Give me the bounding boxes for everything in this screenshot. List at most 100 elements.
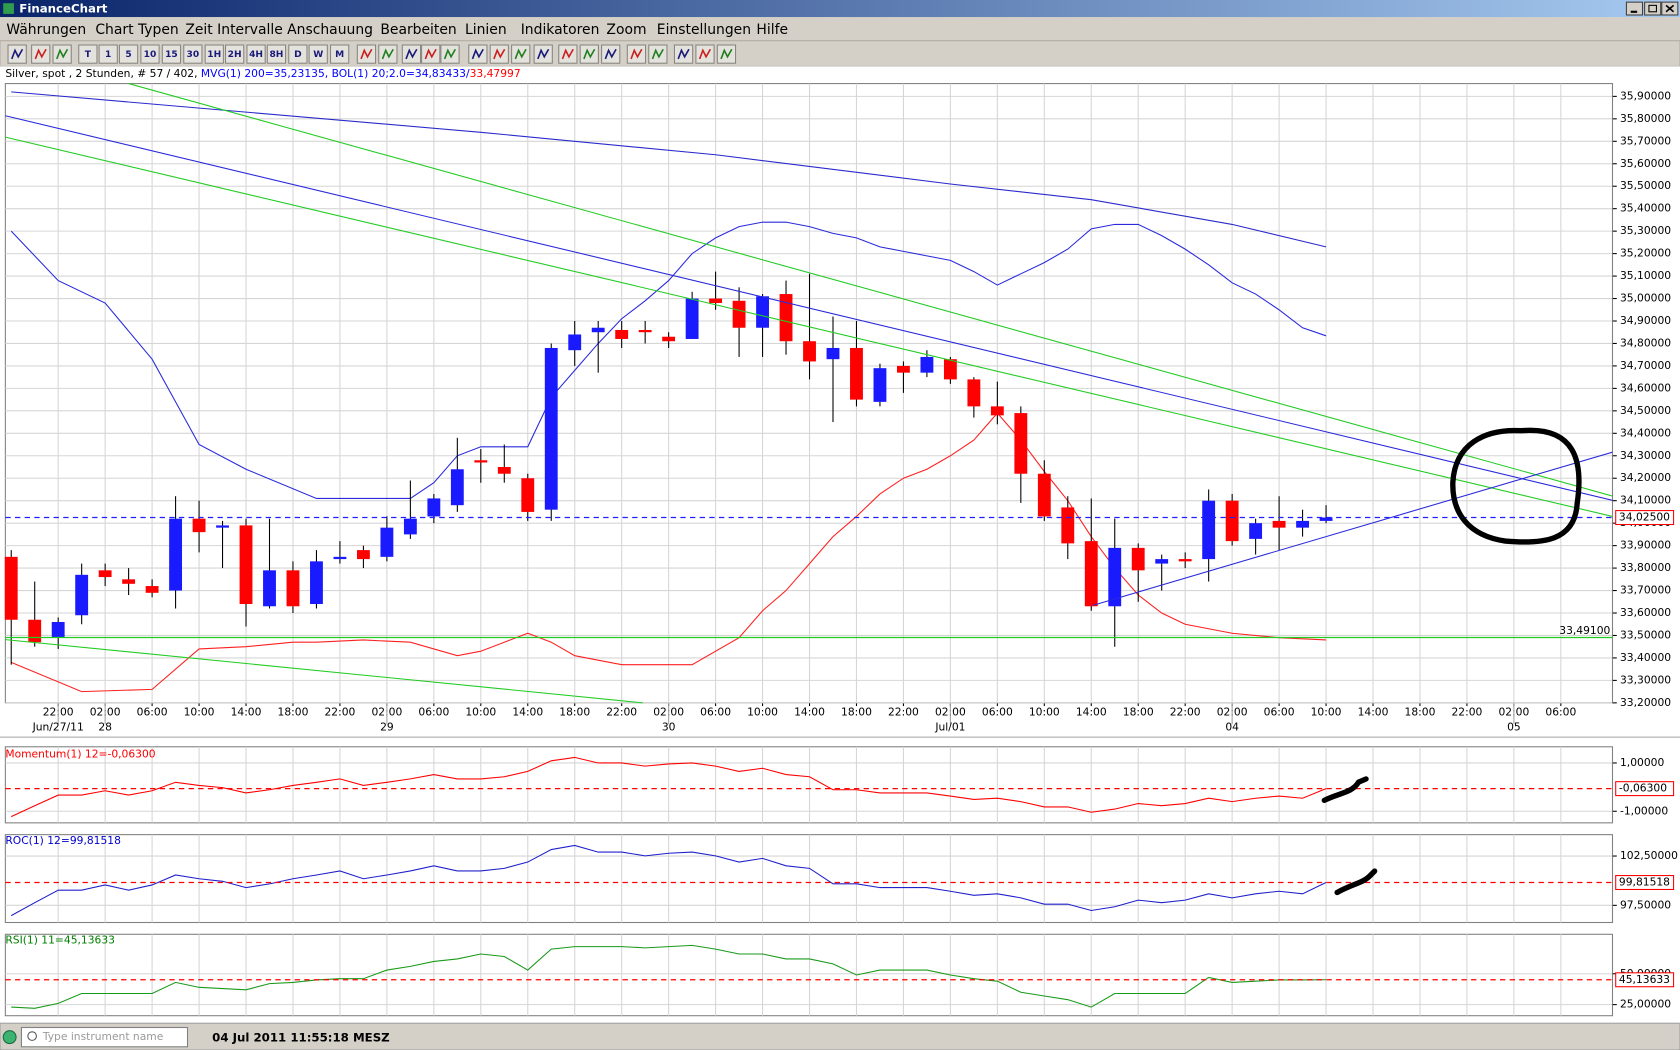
timeframe-button[interactable]: W xyxy=(313,50,323,60)
candle-body xyxy=(51,621,65,638)
candle-body xyxy=(1155,559,1169,564)
current-value-box xyxy=(1615,781,1675,797)
menu-item[interactable]: Hilfe xyxy=(756,22,788,38)
candle-body xyxy=(403,518,417,535)
toolbar-icon xyxy=(720,48,733,60)
timeframe-button[interactable]: 10 xyxy=(144,50,157,60)
status-datetime: 04 Jul 2011 11:55:18 MESZ xyxy=(212,1031,390,1045)
menu-item[interactable]: Einstellungen xyxy=(657,22,751,38)
timeframe-button[interactable]: 15 xyxy=(165,50,178,60)
toolbar-button[interactable] xyxy=(225,44,245,64)
timeframe-button[interactable]: 1 xyxy=(105,50,111,60)
timeframe-button[interactable]: 2H xyxy=(228,50,242,60)
search-icon xyxy=(27,1031,37,1041)
toolbar-button[interactable] xyxy=(78,44,98,64)
header-part: ROC(1) 12=99,81518 xyxy=(5,834,121,847)
toolbar-icon xyxy=(677,48,690,60)
candle-body xyxy=(662,336,676,342)
menu-item[interactable]: Indikatoren xyxy=(521,22,600,38)
toolbar-button[interactable] xyxy=(288,44,308,64)
toolbar-button[interactable] xyxy=(308,44,328,64)
candle-body xyxy=(192,518,206,533)
toolbar-button[interactable] xyxy=(161,44,182,64)
candle-body xyxy=(1061,507,1075,544)
toolbar-button[interactable] xyxy=(329,44,350,64)
toolbar-button[interactable] xyxy=(140,44,160,64)
toolbar-icon xyxy=(56,48,69,60)
candle-body xyxy=(638,329,652,333)
trend-line xyxy=(5,639,643,704)
y-tick-label: 35,40000 xyxy=(1620,202,1671,215)
toolbar-button[interactable] xyxy=(266,44,287,64)
menu-item[interactable]: Anschauung xyxy=(287,22,373,38)
current-value-label: 34,02500 xyxy=(1619,511,1670,524)
toolbar-button[interactable] xyxy=(204,44,224,64)
current-value-label: 99,81518 xyxy=(1619,876,1670,889)
y-tick-label: 33,60000 xyxy=(1620,606,1671,619)
toolbar-button[interactable] xyxy=(246,44,266,64)
menu-item[interactable]: Währungen xyxy=(6,22,86,38)
y-tick-label: 34,90000 xyxy=(1620,314,1671,327)
timeframe-button[interactable]: 4H xyxy=(249,50,263,60)
trend-line xyxy=(1092,451,1613,606)
menu-item[interactable]: Zeit Intervalle xyxy=(185,22,282,38)
timeframe-button[interactable]: 8H xyxy=(269,50,283,60)
candle-body xyxy=(803,341,816,362)
timeframe-button[interactable]: 5 xyxy=(125,50,131,60)
minimize-button[interactable] xyxy=(1625,1,1644,16)
app-icon xyxy=(3,3,14,14)
candle-body xyxy=(497,467,511,474)
current-value-box xyxy=(1615,510,1675,526)
timeframe-button[interactable]: 30 xyxy=(187,50,200,60)
menu-item[interactable]: Bearbeiten xyxy=(380,22,456,38)
candle-body xyxy=(568,334,582,351)
candle-body xyxy=(1178,559,1192,562)
close-glyph xyxy=(1665,4,1675,13)
menu-item[interactable]: Linien xyxy=(465,22,507,38)
timeframe-button[interactable]: D xyxy=(294,50,302,60)
timeframe-button[interactable]: T xyxy=(85,50,92,60)
toolbar-button[interactable] xyxy=(183,44,203,64)
restore-button[interactable] xyxy=(1644,1,1662,16)
candle-body xyxy=(591,327,605,333)
plots: 22:00 02:00 06:00 10:00 14:00 18:00 22:00 02:00… xyxy=(4,67,1678,1016)
candle-body xyxy=(333,556,347,560)
candle-body xyxy=(427,498,441,517)
toolbar-icon xyxy=(471,48,484,60)
timeframe-button[interactable]: 1H xyxy=(207,50,221,60)
instrument-search[interactable] xyxy=(20,1026,189,1048)
candle-body xyxy=(897,365,910,373)
date-tick-label: 30 xyxy=(662,721,676,734)
timeframe-button[interactable]: M xyxy=(335,50,344,60)
y-tick-label: 35,80000 xyxy=(1620,112,1671,125)
header-part: Silver, spot , 2 Stunden, # 57 / 402, xyxy=(5,67,201,80)
candle-body xyxy=(544,347,558,510)
x-tick-label: 06:00 xyxy=(137,706,168,719)
window-controls xyxy=(1625,1,1679,16)
y-tick-label: 1,00000 xyxy=(1620,756,1664,769)
x-tick-label: 06:00 xyxy=(1264,706,1295,719)
menu-item[interactable]: Chart Typen xyxy=(95,22,178,38)
toolbar-icon xyxy=(561,48,574,60)
x-tick-label: 22:00 xyxy=(606,706,637,719)
y-tick-label: 34,30000 xyxy=(1620,449,1671,462)
toolbar-icon xyxy=(34,48,47,60)
toolbar-icon xyxy=(405,48,418,60)
candle-body xyxy=(4,556,18,620)
y-tick-label: 34,60000 xyxy=(1620,381,1671,394)
x-tick-label: 22:00 xyxy=(1170,706,1201,719)
panel-header: Momentum(1) 12=-0,06300 xyxy=(5,747,155,760)
toolbar-button[interactable] xyxy=(118,44,139,64)
x-tick-label: 18:00 xyxy=(1123,706,1154,719)
candle-body xyxy=(873,368,887,402)
candle-body xyxy=(709,298,723,304)
toolbar-icon xyxy=(514,48,527,60)
header-part: BOL(1) 20;2.0=34,83433/ xyxy=(332,67,470,80)
y-tick-label: 33,70000 xyxy=(1620,584,1671,597)
menu-item[interactable]: Zoom xyxy=(606,22,646,38)
y-tick-label: 34,50000 xyxy=(1620,404,1671,417)
indicator-line xyxy=(10,844,1327,917)
title-bar xyxy=(0,0,1680,18)
candle-body xyxy=(967,379,981,407)
toolbar-button[interactable] xyxy=(98,44,118,64)
